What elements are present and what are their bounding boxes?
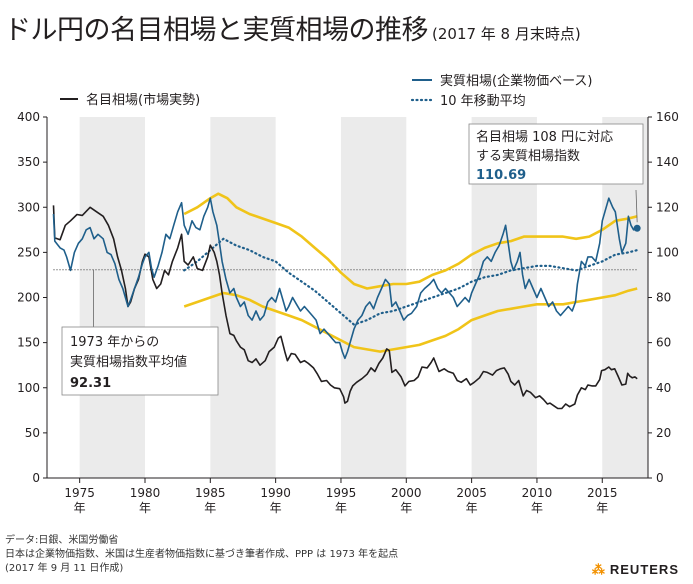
current-value-marker [633, 224, 641, 232]
left-tick-label: 50 [25, 426, 40, 440]
shaded-period-2 [340, 117, 407, 478]
right-tick-label: 100 [656, 245, 679, 259]
chart-subtitle: (2017 年 8 月末時点) [432, 25, 581, 43]
right-tick-label: 40 [656, 381, 671, 395]
avg-callout-line2: 実質相場指数平均値 [70, 354, 187, 370]
left-tick-label: 250 [17, 245, 40, 259]
right-tick-label: 160 [656, 110, 679, 124]
chart-title-block: ドル円の名目相場と実質相場の推移 (2017 年 8 月末時点) [4, 8, 581, 47]
legend-label-nominal: 名目相場(市場実勢) [86, 92, 200, 108]
x-tick-label: 2005 [456, 486, 487, 500]
x-tick-year-label: 年 [596, 501, 608, 515]
footer-created: (2017 年 9 月 11 日作成) [5, 563, 124, 574]
current-callout-line [635, 189, 638, 223]
left-tick-label: 0 [32, 471, 40, 485]
x-tick-label: 1990 [260, 486, 291, 500]
current-callout-line2: する実質相場指数 [476, 148, 580, 164]
x-tick-label: 2015 [587, 486, 618, 500]
series-line-1 [52, 197, 638, 360]
series-line-2 [183, 237, 639, 326]
right-tick-label: 140 [656, 155, 679, 169]
left-tick-label: 200 [17, 291, 40, 305]
footer-note: 日本は企業物価指数、米国は生産者物価指数に基づき筆者作成、PPP は 1973 … [5, 549, 399, 560]
reuters-dots-icon: ⁂ [591, 562, 606, 577]
x-tick-year-label: 年 [335, 501, 347, 515]
left-tick-label: 400 [17, 110, 40, 124]
current-callout-box [468, 123, 644, 185]
series-line-4 [183, 287, 638, 353]
x-tick-label: 1980 [130, 486, 161, 500]
chart-title: ドル円の名目相場と実質相場の推移 [4, 15, 429, 46]
x-tick-year-label: 年 [204, 501, 216, 515]
left-tick-label: 100 [17, 381, 40, 395]
x-tick-year-label: 年 [270, 501, 282, 515]
x-tick-label: 2010 [522, 486, 553, 500]
x-tick-year-label: 年 [139, 501, 151, 515]
right-tick-label: 120 [656, 200, 679, 214]
x-tick-year-label: 年 [531, 501, 543, 515]
x-tick-label: 1985 [195, 486, 226, 500]
left-tick-label: 300 [17, 200, 40, 214]
x-tick-year-label: 年 [466, 501, 478, 515]
avg-callout-box [61, 326, 219, 396]
x-tick-year-label: 年 [400, 501, 412, 515]
series-line-3 [183, 192, 638, 290]
reuters-logo: ⁂ REUTERS [592, 562, 679, 578]
avg-callout-line1: 1973 年からの [70, 335, 159, 350]
x-tick-label: 1995 [326, 486, 357, 500]
footer-source: データ:日銀、米国労働省 [5, 535, 119, 546]
x-tick-label: 2000 [391, 486, 422, 500]
right-tick-label: 60 [656, 336, 671, 350]
x-tick-year-label: 年 [74, 501, 86, 515]
left-tick-label: 350 [17, 155, 40, 169]
right-tick-label: 0 [656, 471, 664, 485]
avg-callout-value: 92.31 [70, 376, 111, 391]
legend-label-ma: 10 年移動平均 [440, 94, 526, 109]
current-callout-line1: 名目相場 108 円に対応 [476, 129, 613, 145]
left-tick-label: 150 [17, 336, 40, 350]
x-tick-label: 1975 [64, 486, 95, 500]
legend-label-real: 実質相場(企業物価ベース) [440, 73, 593, 89]
right-tick-label: 80 [656, 291, 671, 305]
right-tick-label: 20 [656, 426, 671, 440]
series-line-0 [52, 205, 638, 410]
current-callout-value: 110.69 [476, 168, 526, 183]
reuters-logo-text: REUTERS [609, 562, 679, 577]
shaded-period-0 [79, 117, 145, 478]
